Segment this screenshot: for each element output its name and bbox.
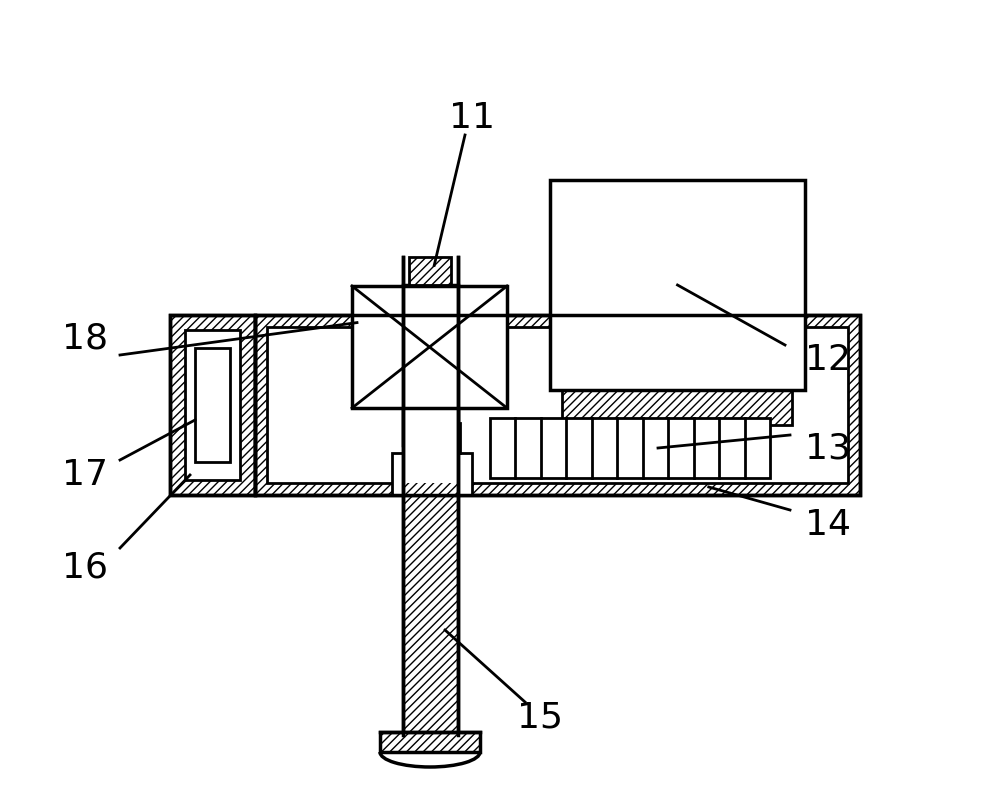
- Bar: [409, 257, 451, 285]
- Bar: [402, 327, 458, 483]
- Text: 12: 12: [805, 343, 851, 377]
- Text: 16: 16: [62, 551, 108, 585]
- Text: 11: 11: [449, 101, 495, 135]
- Bar: [402, 315, 458, 495]
- Bar: [380, 732, 480, 752]
- Bar: [405, 423, 460, 453]
- Bar: [170, 315, 255, 495]
- Bar: [550, 180, 805, 390]
- Bar: [490, 418, 770, 478]
- Bar: [402, 445, 458, 735]
- Bar: [255, 315, 860, 495]
- Text: 14: 14: [805, 508, 851, 542]
- Text: 15: 15: [517, 701, 563, 735]
- Text: 18: 18: [62, 321, 108, 355]
- Text: 13: 13: [805, 431, 851, 465]
- Bar: [185, 330, 240, 480]
- Bar: [170, 315, 255, 495]
- Text: 17: 17: [62, 458, 108, 492]
- Bar: [402, 285, 458, 445]
- Bar: [267, 327, 848, 483]
- Bar: [562, 387, 792, 425]
- Bar: [392, 453, 472, 495]
- Bar: [402, 327, 458, 483]
- Bar: [352, 286, 507, 408]
- Bar: [195, 348, 230, 462]
- Bar: [255, 315, 860, 495]
